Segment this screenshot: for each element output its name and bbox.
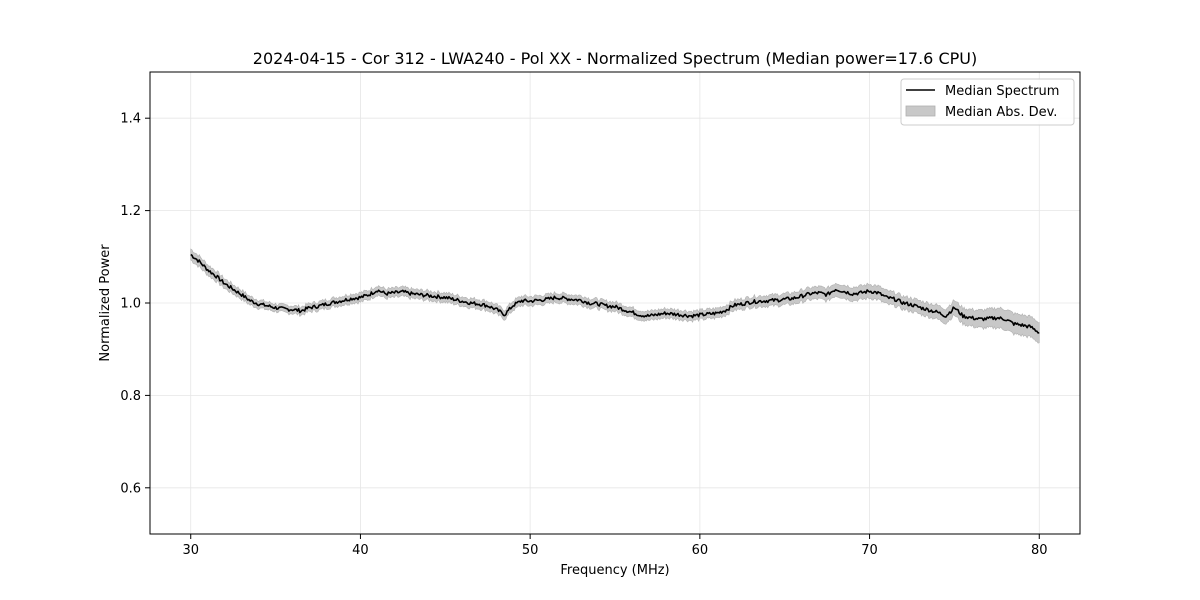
x-tick-label: 80 [1031,543,1048,558]
y-axis-label: Normalized Power [98,244,113,362]
y-axis-ticks: 0.6 0.8 1.0 1.2 1.4 [120,112,150,496]
y-tick-label: 1.0 [120,297,141,312]
y-tick-label: 1.4 [120,112,141,127]
median-abs-dev-band [190,248,1040,344]
x-axis-ticks: 30 40 50 60 70 80 [182,534,1048,558]
legend-median-abs-dev: Median Abs. Dev. [945,105,1057,120]
x-tick-label: 50 [522,543,539,558]
x-tick-label: 30 [182,543,199,558]
y-tick-label: 0.8 [120,389,141,404]
x-axis-label: Frequency (MHz) [560,563,669,578]
chart-title: 2024-04-15 - Cor 312 - LWA240 - Pol XX -… [253,49,977,68]
x-tick-label: 40 [352,543,369,558]
median-spectrum-line [190,253,1040,334]
y-tick-label: 0.6 [120,481,141,496]
x-tick-label: 60 [692,543,709,558]
y-tick-label: 1.2 [120,204,141,219]
legend: Median Spectrum Median Abs. Dev. [900,78,1075,126]
x-tick-label: 70 [861,543,878,558]
legend-median-spectrum: Median Spectrum [945,84,1059,99]
legend-band-swatch [905,105,936,117]
legend-box [900,78,1075,126]
